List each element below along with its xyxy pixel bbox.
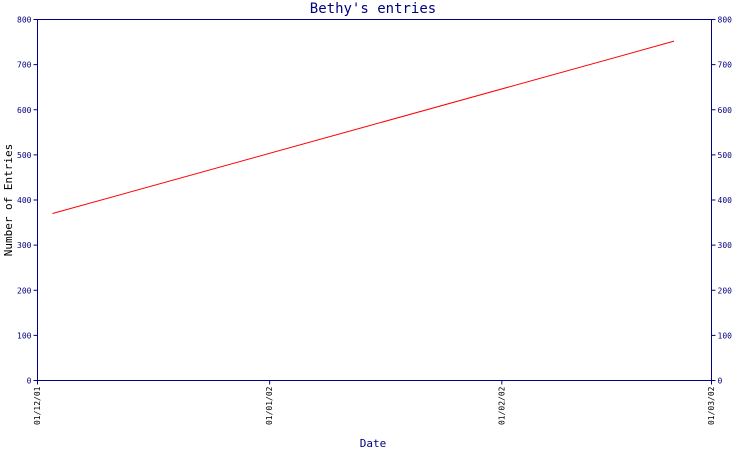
- series-group: [52, 40, 675, 215]
- y-tick-label-left: 200: [17, 286, 32, 295]
- series-line: [52, 40, 675, 215]
- x-tick-label: 01/03/02: [707, 386, 716, 425]
- x-tick-label: 01/12/01: [33, 386, 42, 425]
- y-tick-label-left: 300: [17, 241, 32, 250]
- y-tick-label-right: 400: [718, 196, 733, 205]
- y-tick-label-right: 600: [718, 106, 733, 115]
- y-axis-left: 0 100 200 300 400 500 600 700 800: [17, 16, 38, 386]
- y-tick-label-right: 100: [718, 331, 733, 340]
- x-tick-label: 01/02/02: [497, 386, 506, 425]
- y-tick-label-left: 600: [17, 106, 32, 115]
- y-axis-right: 0 100 200 300 400 500 600 700 800: [711, 16, 733, 386]
- y-tick-label-right: 300: [718, 241, 733, 250]
- x-axis-label: Date: [360, 437, 387, 450]
- y-tick-label-left: 100: [17, 331, 32, 340]
- y-tick-label-left: 800: [17, 16, 32, 25]
- y-tick-label-left: 500: [17, 151, 32, 160]
- y-axis-label: Number of Entries: [2, 144, 15, 257]
- x-axis: 01/12/01 01/01/02 01/02/02 01/03/02: [33, 380, 716, 425]
- y-tick-label-right: 0: [718, 377, 723, 386]
- chart-title: Bethy's entries: [310, 1, 436, 17]
- y-tick-label-right: 700: [718, 61, 733, 70]
- y-tick-label-left: 0: [27, 377, 32, 386]
- y-tick-label-left: 700: [17, 61, 32, 70]
- y-tick-label-right: 200: [718, 286, 733, 295]
- y-tick-label-left: 400: [17, 196, 32, 205]
- x-tick-label: 01/01/02: [265, 386, 274, 425]
- y-tick-label-right: 800: [718, 16, 733, 25]
- y-tick-label-right: 500: [718, 151, 733, 160]
